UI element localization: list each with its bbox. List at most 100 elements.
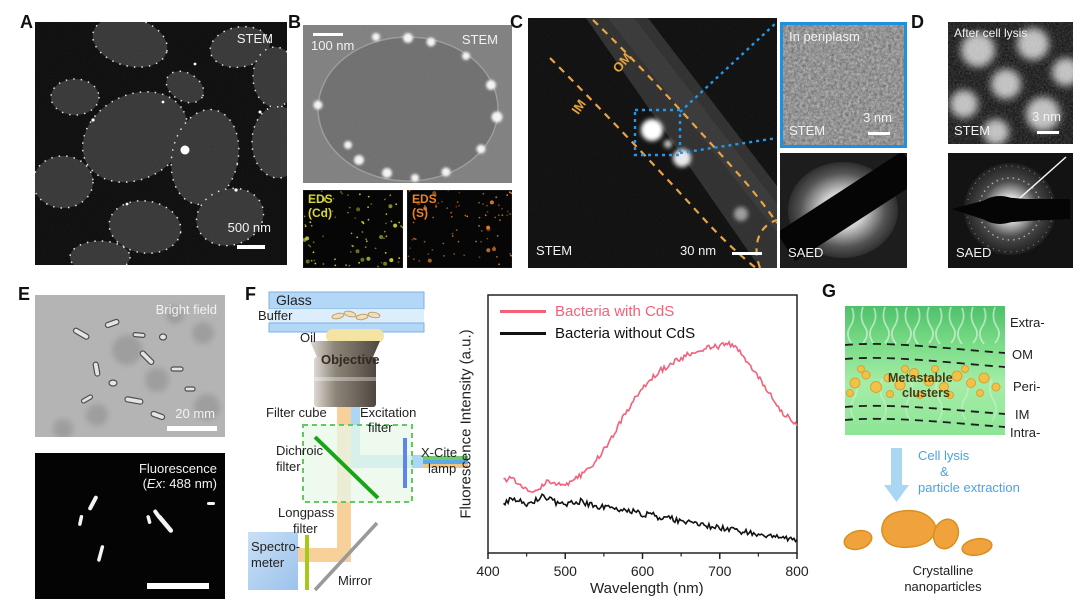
brightfield-graphic [35,295,225,437]
panel-c-periplasm-inset: In periplasm STEM 3 nm [780,22,907,148]
eds-s-label-line2: (S) [412,206,428,220]
panel-a-stem-image: STEM 500 nm [35,22,287,265]
panel-c-technique-label: STEM [536,242,573,258]
lps-strands [847,306,1000,345]
eds-cd-graphic [303,190,403,268]
brightfield-scalebar-label: 20 mm [175,405,215,421]
panel-a-technique-label: STEM [236,31,273,46]
panel-a-scalebar-label: 500 nm [227,219,271,235]
panel-c-letter: C [510,12,523,32]
panel-b-eds-s-map: EDS (S) [407,190,512,268]
cell-lysis-label-line1: Cell lysis [918,448,970,463]
panel-a-scale-bar [237,245,265,249]
panel-g-schematic: Extra- OM Peri- IM Intra- Metastable clu… [830,283,1080,616]
legend-row-with-cds: Bacteria with CdS [500,303,674,320]
objective-label: Objective [321,352,380,367]
objective-lens [310,341,380,407]
periplasm-inset-technique-label: STEM [789,122,826,138]
peptidoglycan-texture [850,377,997,422]
fluorescence-excitation-label: (Ex: 488 nm) [143,476,217,491]
eds-s-graphic [407,190,512,268]
panel-c-stem-graphic [528,18,777,268]
cell-envelope-illustration [844,306,1006,435]
beam-stop [780,153,907,262]
panel-c-saed-image: SAED [780,153,907,268]
panel-b-scalebar-label: 100 nm [311,38,355,53]
cell-lysis-arrow [884,448,909,502]
crystalline-nanoparticle-shapes [843,509,993,557]
crystalline-nanoparticles-label-line2: nanoparticles [904,579,982,594]
fluorescence-scale-bar [147,583,209,589]
panel-c-scalebar-label: 30 nm [680,242,717,258]
panel-d-title: After cell lysis [954,26,1028,40]
spectrometer-label-line1: Spectro- [251,539,301,554]
periplasm-hrstem-graphic [783,25,904,145]
excitation-post: : 488 nm) [162,476,217,491]
bacteria-rods [72,318,196,421]
extracellular-label: Extra- [1010,315,1045,330]
panel-b-scale-bar [313,33,343,36]
legend-label-with-cds: Bacteria with CdS [555,303,675,320]
dichroic-filter-label-line2: filter [276,459,301,474]
crystalline-nanoparticles-label-line1: Crystalline [912,563,974,578]
outer-membrane-label-g: OM [1012,347,1033,362]
legend-swatch-without-cds [500,332,546,335]
dichroic-filter-line [313,435,380,500]
fluorescence-label: Fluorescence [138,461,217,476]
svg-text:700: 700 [708,563,732,579]
fluorescent-rods [78,495,215,562]
longpass-filter-label-line1: Longpass [278,505,335,520]
panel-b-technique-label: STEM [461,32,498,47]
glass-label: Glass [276,292,312,308]
eds-s-label-line1: EDS [412,192,437,206]
panel-b-stem-graphic [303,25,512,183]
excitation-filter-label-line1: Excitation [360,405,417,420]
panel-d-scale-bar [1037,131,1059,134]
membrane-schematic-graphic [843,306,1006,557]
panel-d-stem-graphic [948,22,1073,144]
panel-f-microscope-diagram: Glass Buffer Oil Objective Filter cube E… [240,283,470,613]
eds-cd-label-line2: (Cd) [308,206,332,220]
metastable-cluster-blobs [846,365,1001,399]
inner-membrane-label-g: IM [1015,407,1030,422]
metastable-clusters-label-line2: clusters [902,386,950,400]
periplasm-inset-scale-bar [868,132,890,135]
brightfield-label: Bright field [155,302,217,317]
panel-d-saed-graphic [948,153,1073,268]
periplasm-label: Peri- [1013,379,1041,394]
svg-text:500: 500 [554,563,578,579]
svg-text:400: 400 [476,563,500,579]
microscope-diagram-graphic [248,291,468,592]
panel-c-stem-image: STEM 30 nm OM IM [528,18,777,268]
panel-e-letter: E [18,284,31,304]
panel-f-letter: F [245,284,256,304]
panel-c-scale-bar [732,252,762,255]
panel-a-stem-graphic [35,22,287,265]
panel-d-technique-label: STEM [954,122,991,138]
panel-d-letter: D [911,12,924,32]
panel-d-stem-image: After cell lysis STEM 3 nm [948,22,1073,144]
xcite-lamp-label-line1: X-Cite [421,445,458,460]
spectrometer-box [248,532,298,590]
buffer-label: Buffer [258,308,293,323]
panel-a-letter: A [20,12,33,32]
panel-d-saed-label: SAED [956,244,992,260]
chart-x-axis-label: Wavelength (nm) [590,580,704,597]
xcite-lamp-label-line2: lamp [428,461,457,476]
out-of-focus-cells [53,306,220,437]
oil-label: Oil [300,330,316,345]
periplasm-inset-title: In periplasm [789,29,860,44]
metastable-clusters-label-line1: Metastable [888,371,953,385]
beam-stop-needle-line [1011,156,1067,206]
eds-cd-label-line1: EDS [308,192,333,206]
cell-lysis-label-line2: & [940,464,949,479]
filter-cube-box [302,424,413,503]
brightfield-scale-bar [167,426,217,431]
excitation-ex: Ex [146,476,163,491]
sample-bacteria [331,310,381,321]
cell-lysis-label-line3: particle extraction [918,480,1020,495]
panel-b-stem-image: 100 nm STEM [303,25,512,183]
panel-d-saed-image: SAED [948,153,1073,268]
panel-b-eds-cd-map: EDS (Cd) [303,190,403,268]
dichroic-filter-label-line1: Dichroic [276,443,323,458]
